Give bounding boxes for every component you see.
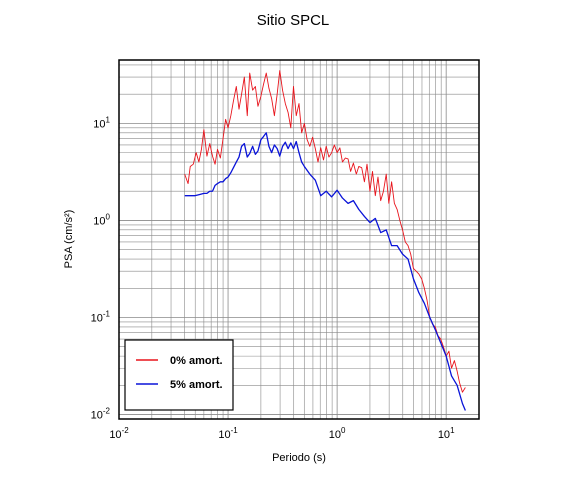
legend: 0% amort. 5% amort.: [124, 339, 234, 411]
legend-label: 0% amort.: [170, 355, 223, 367]
tick-labels: 10-2 10-1 100 101 10-2 10-1 100 101: [91, 115, 455, 441]
x-axis-label: Periodo (s): [272, 452, 326, 464]
series-line-five-damping: [184, 132, 466, 411]
y-axis-label: PSA (cm/s²): [63, 210, 75, 269]
y-tick-label: 101: [93, 115, 110, 130]
series-lines: [184, 70, 466, 411]
y-tick-label: 10-1: [91, 310, 111, 325]
legend-label: 5% amort.: [170, 379, 223, 391]
chart-title: Sitio SPCL: [257, 12, 330, 29]
x-tick-label: 10-2: [109, 426, 129, 441]
x-tick-label: 100: [329, 426, 346, 441]
legend-box: [124, 339, 234, 411]
y-tick-label: 10-2: [91, 407, 111, 422]
grid: [118, 60, 480, 420]
plot-frame: [118, 59, 480, 420]
y-tick-label: 100: [93, 212, 110, 227]
plot-border: [118, 59, 480, 420]
x-tick-label: 10-1: [218, 426, 238, 441]
x-tick-label: 101: [438, 426, 455, 441]
series-line-zero-damping: [184, 70, 466, 393]
